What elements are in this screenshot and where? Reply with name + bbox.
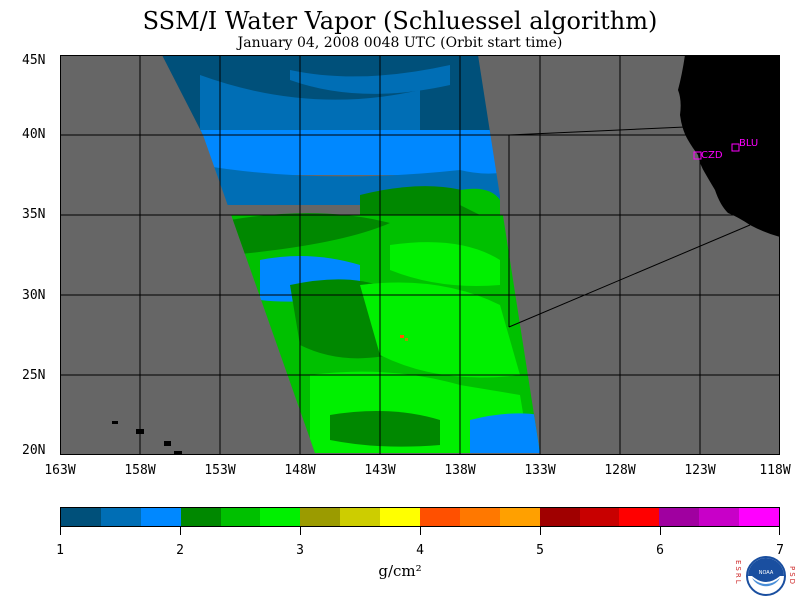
lat-label-40n: 40N <box>22 127 46 142</box>
colorbar-swatch <box>699 508 740 526</box>
colorbar-swatch <box>220 508 261 526</box>
colorbar-tick-label: 5 <box>536 543 544 558</box>
land-mass <box>678 55 780 237</box>
colorbar-swatch <box>420 508 460 526</box>
map-title: SSM/I Water Vapor (Schluessel algorithm) <box>142 7 658 35</box>
lat-label-30n: 30N <box>22 288 46 303</box>
lon-label-128w: 128W <box>604 463 636 478</box>
colorbar-tick-label: 2 <box>176 543 184 558</box>
lon-label-153w: 153W <box>204 463 236 478</box>
colorbar-units: g/cm² <box>378 562 422 580</box>
water-vapor-map: CZD BLU <box>60 55 780 455</box>
colorbar-tick <box>540 527 541 535</box>
lon-label-133w: 133W <box>524 463 556 478</box>
logo-left-text: ESRL <box>734 560 742 586</box>
noaa-logo: ESRL NOAA PSD <box>734 554 798 598</box>
region-boundary <box>508 126 751 328</box>
lon-label-123w: 123W <box>684 463 716 478</box>
lon-label-138w: 138W <box>444 463 476 478</box>
colorbar-tick <box>60 527 61 535</box>
lat-label-25n: 25N <box>22 368 46 383</box>
lat-lon-grid <box>60 55 780 455</box>
colorbar-swatch <box>300 508 341 526</box>
lat-label-45n: 45N <box>22 53 46 68</box>
colorbar-swatch <box>499 508 540 526</box>
lon-label-163w: 163W <box>44 463 76 478</box>
colorbar-swatch <box>459 508 500 526</box>
lat-label-20n: 20N <box>22 443 46 458</box>
colorbar-swatch <box>380 508 421 526</box>
lat-label-35n: 35N <box>22 207 46 222</box>
station-marker-blu <box>731 143 740 152</box>
station-label-czd: CZD <box>701 150 723 161</box>
colorbar-swatch <box>739 508 780 526</box>
colorbar-tick-label: 4 <box>416 543 424 558</box>
colorbar-tick-label: 7 <box>776 543 784 558</box>
colorbar-tick-label: 3 <box>296 543 304 558</box>
lon-label-143w: 143W <box>364 463 396 478</box>
colorbar-swatch <box>579 508 620 526</box>
station-markers: CZD BLU <box>693 138 758 161</box>
colorbar-swatch <box>659 508 700 526</box>
colorbar-swatch <box>100 508 141 526</box>
colorbar <box>60 507 780 527</box>
lon-label-148w: 148W <box>284 463 316 478</box>
colorbar-swatch <box>539 508 580 526</box>
colorbar-tick <box>779 527 780 535</box>
colorbar-swatch <box>140 508 181 526</box>
colorbar-tick <box>660 527 661 535</box>
lon-label-158w: 158W <box>124 463 156 478</box>
lon-label-118w: 118W <box>759 463 791 478</box>
colorbar-tick <box>180 527 181 535</box>
colorbar-swatch <box>340 508 381 526</box>
colorbar-tick <box>300 527 301 535</box>
logo-name: NOAA <box>759 570 774 576</box>
station-marker-czd <box>693 151 702 160</box>
colorbar-swatch <box>180 508 221 526</box>
logo-right-text: PSD <box>788 566 796 586</box>
colorbar-swatch <box>619 508 660 526</box>
station-label-blu: BLU <box>739 138 758 149</box>
colorbar-tick-label: 1 <box>56 543 64 558</box>
colorbar-tick <box>420 527 421 535</box>
map-subtitle: January 04, 2008 0048 UTC (Orbit start t… <box>237 35 563 51</box>
colorbar-tick-label: 6 <box>656 543 664 558</box>
colorbar-swatch <box>260 508 301 526</box>
colorbar-swatch <box>61 508 101 526</box>
